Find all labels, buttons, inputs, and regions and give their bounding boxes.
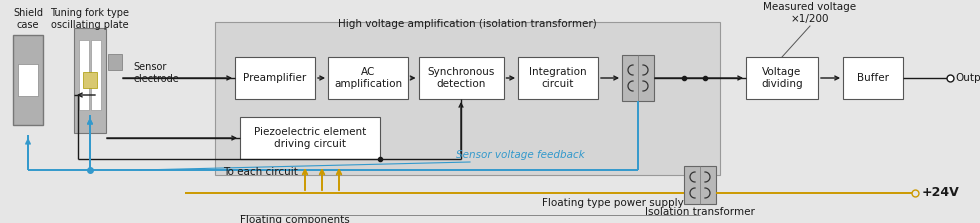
Text: Integration
circuit: Integration circuit [529, 67, 587, 89]
Text: Piezoelectric element
driving circuit: Piezoelectric element driving circuit [254, 127, 367, 149]
FancyBboxPatch shape [235, 57, 315, 99]
Text: Isolation transformer: Isolation transformer [645, 207, 755, 217]
FancyBboxPatch shape [418, 57, 504, 99]
Text: Sensor
electrode: Sensor electrode [133, 62, 178, 84]
Text: To each circuit: To each circuit [223, 167, 298, 177]
FancyBboxPatch shape [684, 166, 716, 204]
Text: Voltage
dividing: Voltage dividing [761, 67, 803, 89]
Text: Floating type power supply: Floating type power supply [542, 198, 684, 208]
FancyBboxPatch shape [328, 57, 408, 99]
FancyBboxPatch shape [746, 57, 818, 99]
FancyBboxPatch shape [843, 57, 903, 99]
Text: AC
amplification: AC amplification [334, 67, 402, 89]
FancyBboxPatch shape [79, 40, 89, 110]
FancyBboxPatch shape [240, 117, 380, 159]
FancyBboxPatch shape [518, 57, 598, 99]
FancyBboxPatch shape [83, 72, 97, 88]
FancyBboxPatch shape [108, 54, 122, 70]
FancyBboxPatch shape [622, 55, 654, 101]
Text: Output: Output [955, 73, 980, 83]
Text: Measured voltage
×1/200: Measured voltage ×1/200 [763, 2, 857, 24]
FancyBboxPatch shape [74, 27, 106, 132]
Text: Preamplifier: Preamplifier [243, 73, 307, 83]
Text: Tuning fork type
oscillating plate: Tuning fork type oscillating plate [51, 8, 129, 30]
FancyBboxPatch shape [18, 64, 38, 96]
FancyBboxPatch shape [13, 35, 43, 125]
Text: Floating components: Floating components [240, 215, 350, 223]
Text: Sensor voltage feedback: Sensor voltage feedback [456, 150, 584, 160]
Text: +24V: +24V [922, 186, 959, 200]
FancyBboxPatch shape [215, 22, 720, 175]
Text: High voltage amplification (isolation transformer): High voltage amplification (isolation tr… [338, 19, 597, 29]
Text: Buffer: Buffer [857, 73, 889, 83]
Text: Shield
case: Shield case [13, 8, 43, 30]
Text: Synchronous
detection: Synchronous detection [427, 67, 495, 89]
FancyBboxPatch shape [91, 40, 101, 110]
